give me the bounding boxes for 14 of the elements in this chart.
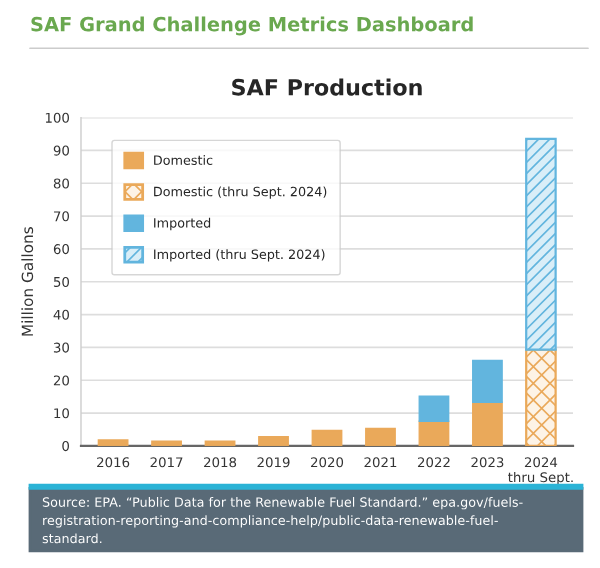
bar: [418, 395, 450, 422]
bar: [472, 401, 503, 446]
bar: [472, 359, 503, 403]
chart-title: SAF Production: [232, 78, 422, 96]
bar: [525, 137, 557, 351]
bar: [258, 435, 289, 446]
bar: [151, 440, 182, 446]
bar: [365, 427, 396, 446]
bar: [525, 348, 557, 446]
chart-subtitle: SAF Grand Challenge Metrics Dashboard: [31, 16, 473, 36]
bar: [204, 440, 236, 446]
bar: [311, 429, 343, 446]
bar: [97, 439, 129, 446]
bar: [418, 420, 450, 446]
